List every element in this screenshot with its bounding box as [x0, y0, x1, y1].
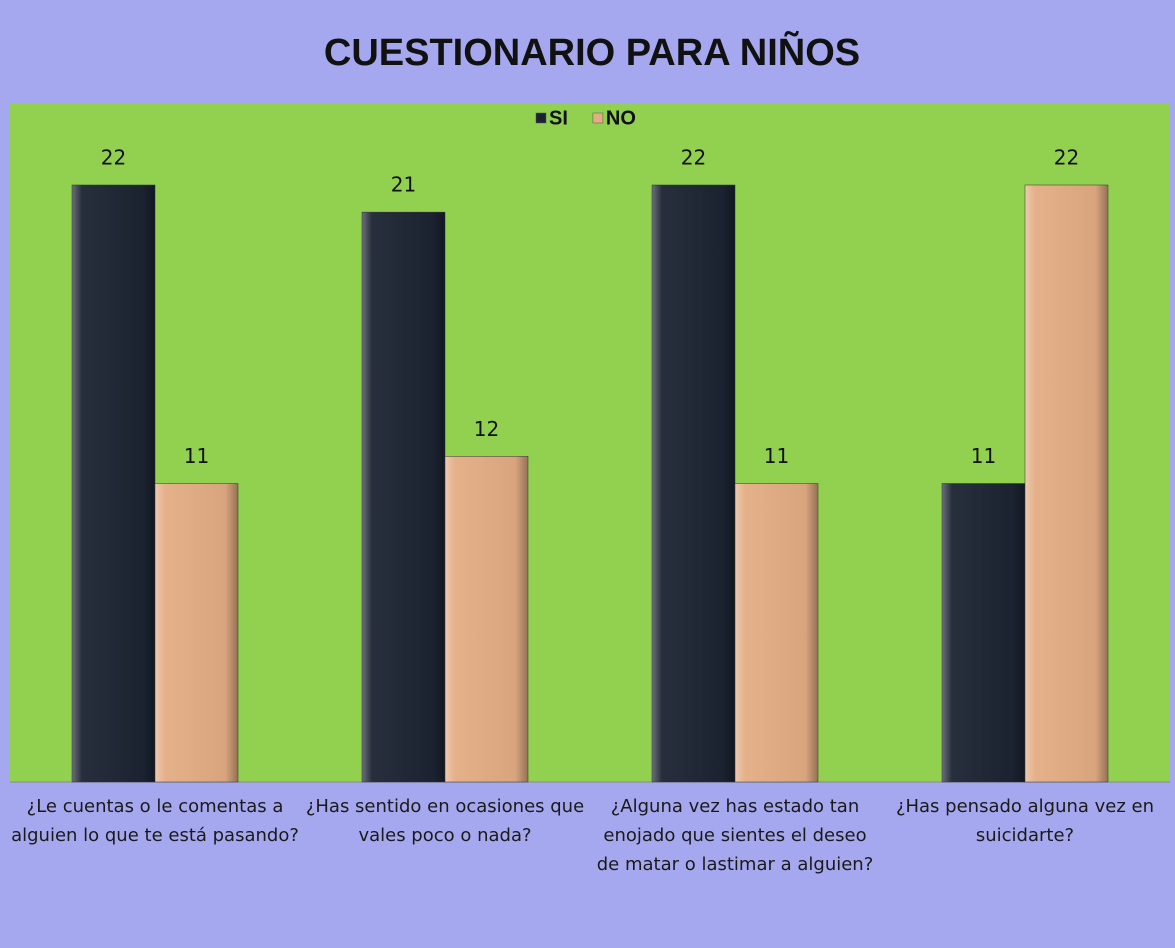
bar-shine [1025, 185, 1108, 782]
legend-swatch [536, 113, 546, 123]
bar-shine [155, 484, 238, 783]
value-label: 11 [184, 444, 209, 468]
chart-title: CUESTIONARIO PARA NIÑOS [324, 30, 860, 74]
value-label: 21 [391, 173, 416, 197]
legend-label: SI [549, 107, 568, 129]
x-tick-label: ¿Alguna vez has estado tan enojado que s… [590, 792, 880, 879]
page: CUESTIONARIO PARA NIÑOS SI NO 22 11 21 12 22 11… [0, 0, 1175, 948]
legend-swatch [593, 113, 603, 123]
bar-shine [735, 484, 818, 783]
value-label: 11 [764, 444, 789, 468]
bar-shine [362, 212, 445, 782]
x-tick-label: ¿Le cuentas o le comentas a alguien lo q… [10, 792, 300, 850]
x-tick-label: ¿Has pensado alguna vez en suicidarte? [880, 792, 1170, 850]
value-label: 22 [1054, 146, 1079, 170]
legend-label: NO [606, 107, 636, 129]
bar-shine [445, 456, 528, 782]
value-label: 11 [971, 444, 996, 468]
value-label: 12 [474, 417, 499, 441]
bar-shine [72, 185, 155, 782]
value-label: 22 [101, 146, 126, 170]
x-tick-label: ¿Has sentido en ocasiones que vales poco… [300, 792, 590, 850]
bar-shine [652, 185, 735, 782]
value-label: 22 [681, 146, 706, 170]
bar-shine [942, 484, 1025, 783]
